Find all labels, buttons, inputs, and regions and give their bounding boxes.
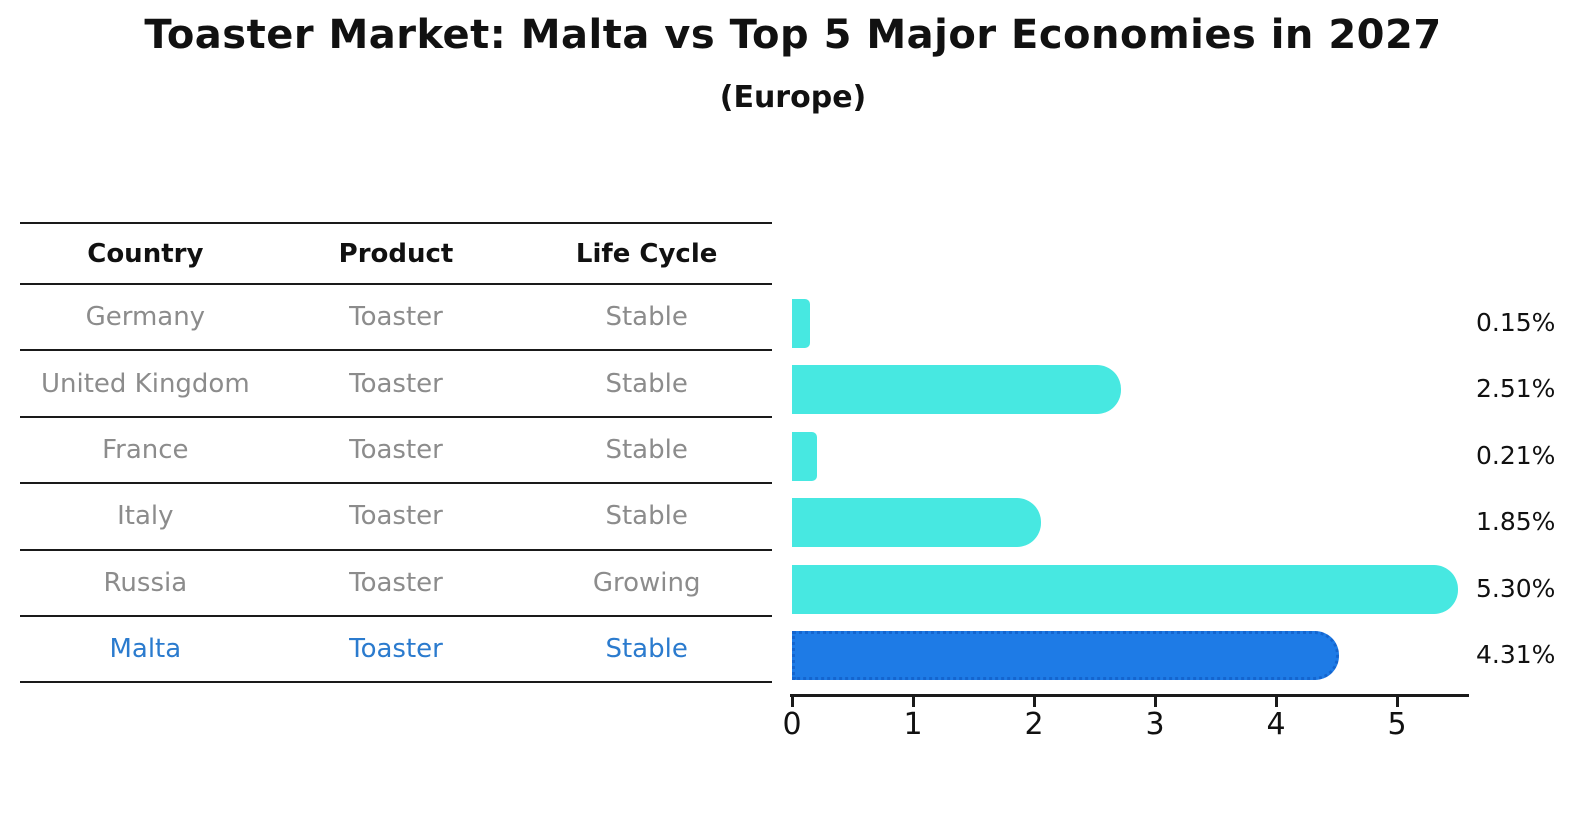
- x-axis-tick-label: 4: [1266, 707, 1286, 742]
- table-cell-product: Toaster: [349, 567, 443, 598]
- x-axis-tick: [1275, 697, 1278, 707]
- table-cell-country: Italy: [117, 501, 174, 532]
- table-cell-country: United Kingdom: [40, 368, 250, 399]
- table-cell-life_cycle: Stable: [605, 501, 688, 532]
- table-cell-country: France: [102, 434, 189, 465]
- table-header-cell: Country: [87, 238, 204, 269]
- bar-germany: [792, 299, 811, 348]
- bar-italy: [792, 498, 1041, 548]
- table-row: Russia Toaster Growing: [20, 551, 772, 617]
- bar-malta: [792, 631, 1339, 680]
- table-header-cell: Life Cycle: [575, 238, 718, 269]
- table-cell-life_cycle: Stable: [605, 634, 688, 665]
- value-label: 5.30%: [1476, 573, 1556, 603]
- table-cell-product: Toaster: [349, 434, 443, 465]
- value-label: 0.15%: [1476, 308, 1556, 337]
- table-cell-life_cycle: Stable: [605, 302, 688, 333]
- table-cell-life_cycle: Stable: [605, 434, 688, 465]
- x-axis-tick-label: 1: [903, 707, 923, 742]
- x-axis-tick: [1033, 697, 1036, 707]
- table-row: France Toaster Stable: [20, 418, 772, 485]
- x-axis-tick-label: 2: [1024, 707, 1044, 742]
- country-table: Country Product Life Cycle Germany Toaster St…: [20, 222, 772, 684]
- table-cell-life_cycle: Growing: [592, 567, 701, 598]
- table-cell-product: Toaster: [349, 634, 443, 665]
- x-axis-tick-label: 5: [1387, 707, 1407, 742]
- table-header-row: Country Product Life Cycle: [20, 222, 772, 285]
- value-label: 2.51%: [1476, 374, 1556, 404]
- table-row: Malta Toaster Stable: [20, 617, 772, 684]
- x-axis-tick-label: 0: [782, 707, 802, 742]
- bar-france: [792, 431, 818, 481]
- table-row: United Kingdom Toaster Stable: [20, 351, 772, 418]
- table-cell-product: Toaster: [349, 302, 443, 333]
- bar-united-kingdom: [792, 365, 1121, 415]
- chart-title: Toaster Market: Malta vs Top 5 Major Eco…: [144, 12, 1442, 58]
- table-row: Germany Toaster Stable: [20, 285, 772, 352]
- x-axis-tick: [1154, 697, 1157, 707]
- chart-subtitle: (Europe): [719, 80, 867, 115]
- value-label: 4.31%: [1476, 640, 1556, 669]
- table-row: Italy Toaster Stable: [20, 484, 772, 551]
- x-axis-tick: [1396, 697, 1399, 707]
- table-cell-product: Toaster: [349, 368, 443, 399]
- x-axis-tick: [791, 697, 794, 707]
- table-cell-country: Malta: [109, 634, 182, 665]
- value-label: 1.85%: [1476, 507, 1556, 537]
- value-label: 0.21%: [1476, 440, 1556, 470]
- bar-russia: [792, 564, 1459, 614]
- table-cell-country: Russia: [103, 567, 188, 598]
- x-axis-tick: [912, 697, 915, 707]
- x-axis-line: [790, 694, 1469, 697]
- x-axis-tick-label: 3: [1145, 707, 1165, 742]
- table-cell-life_cycle: Stable: [605, 368, 688, 399]
- table-cell-product: Toaster: [349, 501, 443, 532]
- table-header-cell: Product: [338, 238, 454, 269]
- table-cell-country: Germany: [85, 302, 206, 333]
